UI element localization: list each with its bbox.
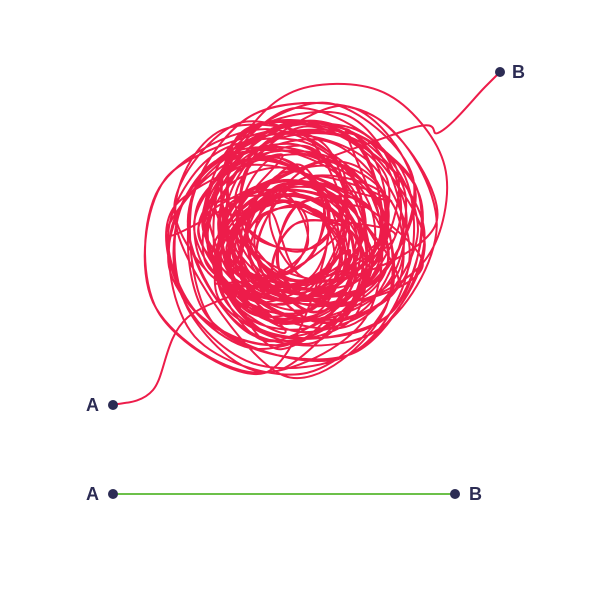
simple-dot-a [108, 489, 118, 499]
simple-label-b: B [469, 484, 482, 504]
simple-dot-b [450, 489, 460, 499]
complex-label-a: A [86, 395, 99, 415]
paths-diagram: A B A B [0, 0, 600, 600]
complex-scribble-path [113, 72, 500, 405]
complex-label-b: B [512, 62, 525, 82]
complex-dot-a [108, 400, 118, 410]
complex-dot-b [495, 67, 505, 77]
simple-label-a: A [86, 484, 99, 504]
